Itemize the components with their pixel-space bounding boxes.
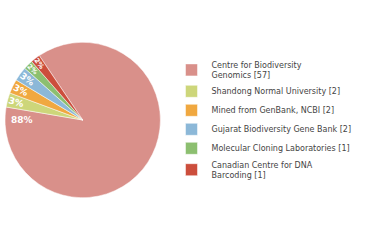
- svg-text:Gujarat Biodiversity Gene Bank: Gujarat Biodiversity Gene Bank [2]: [212, 125, 352, 134]
- svg-text:Molecular Cloning Laboratories: Molecular Cloning Laboratories [1]: [212, 144, 350, 153]
- svg-text:3%: 3%: [11, 82, 30, 98]
- svg-text:Shandong Normal University [2]: Shandong Normal University [2]: [212, 87, 341, 96]
- svg-text:2%: 2%: [32, 57, 45, 71]
- svg-text:Canadian Centre for DNABarcodi: Canadian Centre for DNABarcoding [1]: [212, 161, 313, 180]
- svg-text:88%: 88%: [11, 115, 33, 125]
- svg-text:Mined from GenBank, NCBI [2]: Mined from GenBank, NCBI [2]: [212, 106, 335, 115]
- svg-text:3%: 3%: [18, 70, 37, 88]
- svg-text:3%: 3%: [7, 95, 25, 109]
- svg-text:Centre for BiodiversityGenomic: Centre for BiodiversityGenomics [57]: [212, 61, 302, 80]
